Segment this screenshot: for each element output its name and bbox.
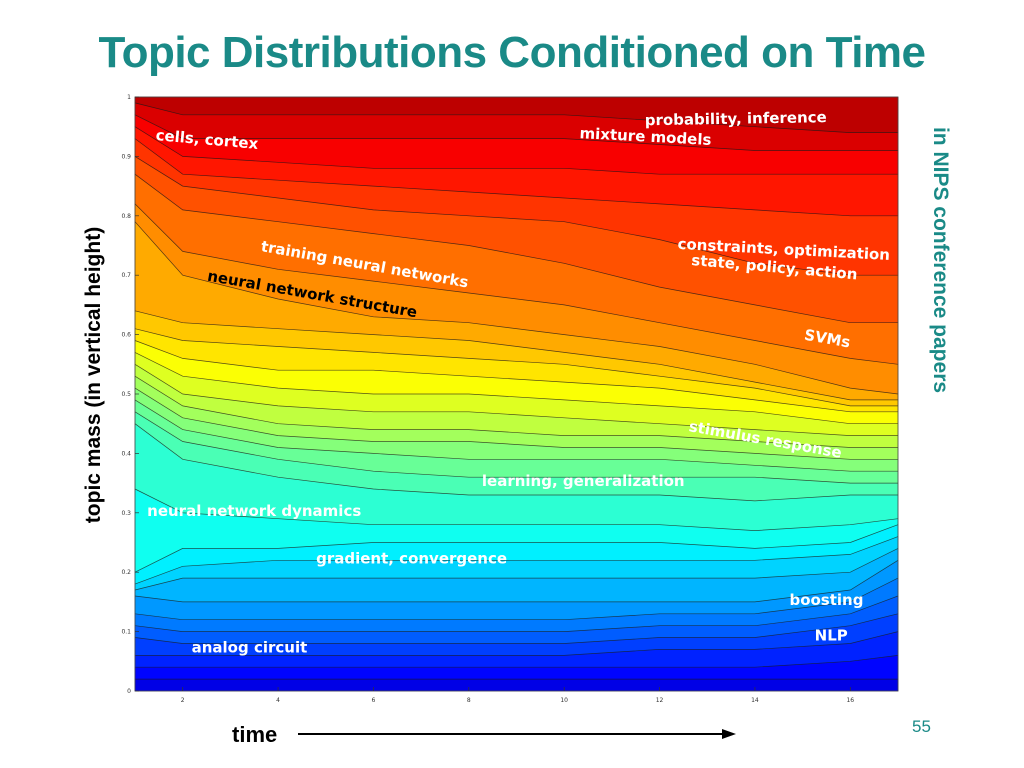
boundary-line bbox=[134, 613, 899, 644]
topic-label: probability, inference bbox=[645, 108, 827, 129]
axes: 00.10.20.30.40.50.60.70.80.912 4 6 8 10 12 14 1… bbox=[121, 94, 899, 704]
x-tick-label: 12 bbox=[656, 697, 664, 704]
boundary-line bbox=[134, 352, 898, 425]
x-tick-label: 2 bbox=[181, 697, 185, 704]
y-tick-label: 0.4 bbox=[121, 450, 131, 457]
x-tick-label: 10 bbox=[560, 697, 568, 704]
boundary-line bbox=[134, 411, 898, 484]
boundary-line bbox=[134, 423, 898, 502]
y-tick-label: 0.1 bbox=[121, 629, 131, 636]
boundary-line bbox=[134, 203, 899, 365]
boundary-line bbox=[134, 536, 899, 585]
boundary-line bbox=[134, 548, 899, 591]
x-axis-label: time bbox=[232, 722, 278, 747]
boundary-line bbox=[134, 114, 898, 151]
boundary-line bbox=[134, 328, 898, 407]
boundary-line bbox=[134, 560, 899, 603]
boundary-line bbox=[134, 595, 899, 632]
y-tick-label: 0.6 bbox=[121, 332, 131, 339]
boundary-line bbox=[134, 173, 898, 324]
boundary-line bbox=[135, 655, 899, 668]
y-tick-label: 0 bbox=[127, 688, 131, 695]
boundary-line bbox=[134, 102, 898, 133]
y-tick-label: 1 bbox=[127, 94, 131, 101]
topic-label: neural network dynamics bbox=[147, 502, 361, 520]
y-tick-label: 0.3 bbox=[121, 510, 131, 517]
y-tick-label: 0.5 bbox=[121, 391, 131, 398]
boundary-line bbox=[134, 364, 898, 436]
boundary-line bbox=[134, 524, 899, 573]
boundary-lines bbox=[134, 102, 899, 680]
x-tick-label: 8 bbox=[467, 697, 471, 704]
boundary-line bbox=[134, 375, 898, 448]
topic-label: analog circuit bbox=[192, 638, 308, 656]
x-tick-label: 6 bbox=[372, 697, 376, 704]
topic-label: gradient, convergence bbox=[316, 549, 507, 567]
slide-title: Topic Distributions Conditioned on Time bbox=[98, 28, 926, 77]
boundary-line bbox=[134, 340, 898, 413]
boundary-line bbox=[135, 631, 899, 656]
y-tick-label: 0.9 bbox=[121, 153, 131, 160]
time-arrow-icon bbox=[298, 729, 736, 739]
area-band bbox=[134, 678, 899, 692]
boundary-line bbox=[134, 488, 899, 531]
boundary-line bbox=[134, 310, 898, 401]
boundary-line bbox=[134, 221, 899, 395]
page-number: 55 bbox=[912, 717, 931, 736]
topic-label: NLP bbox=[815, 627, 848, 645]
boundary-line bbox=[134, 126, 898, 175]
y-tick-label: 0.7 bbox=[121, 272, 131, 279]
x-tick-label: 4 bbox=[276, 697, 280, 704]
boundary-line bbox=[134, 156, 898, 276]
topic-label: boosting bbox=[789, 591, 863, 609]
boundary-line bbox=[134, 577, 899, 621]
y-tick-label: 0.2 bbox=[121, 569, 131, 576]
x-tick-label: 14 bbox=[751, 697, 759, 704]
boundary-line bbox=[134, 387, 898, 460]
boundary-line bbox=[134, 399, 898, 472]
x-tick-label: 16 bbox=[846, 697, 854, 704]
y-tick-label: 0.8 bbox=[121, 213, 131, 220]
boundary-line bbox=[134, 138, 898, 217]
topic-label: learning, generalization bbox=[482, 472, 685, 490]
